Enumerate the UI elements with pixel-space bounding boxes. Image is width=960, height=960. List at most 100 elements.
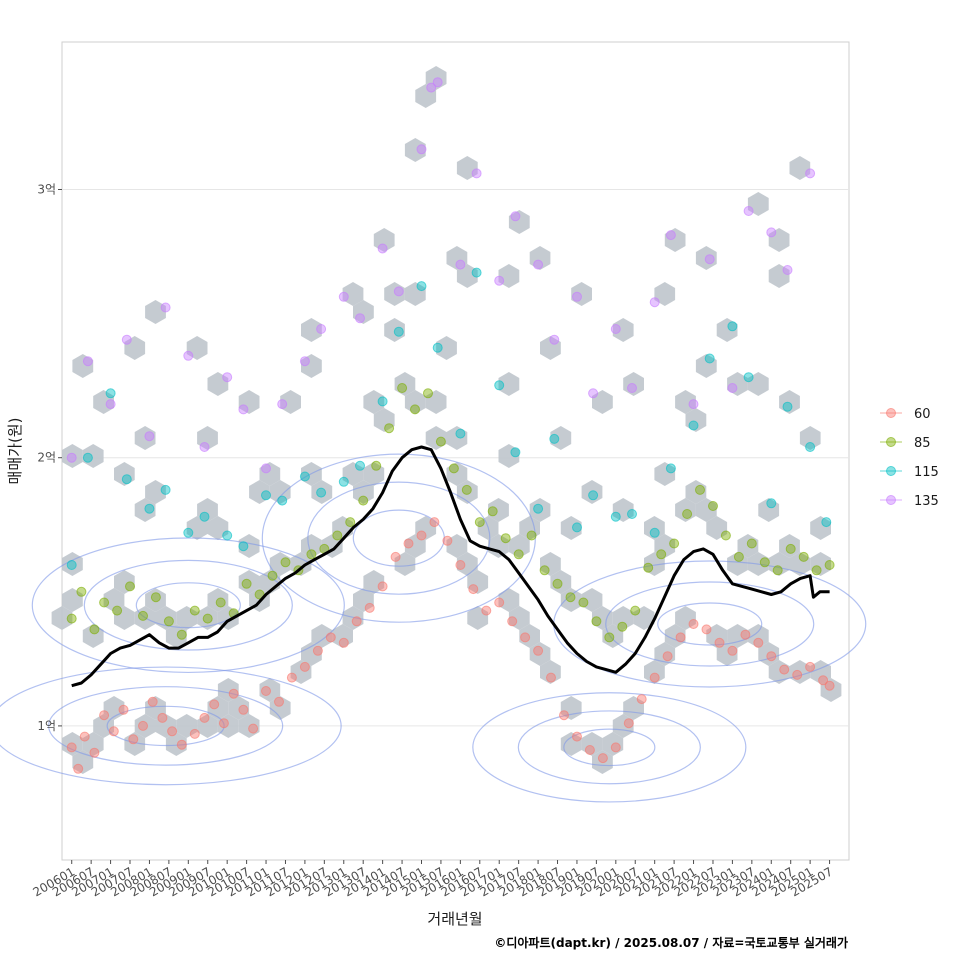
hexbin-cell <box>124 336 146 360</box>
point-60 <box>442 535 453 546</box>
point-60 <box>138 720 148 731</box>
point-60 <box>675 632 686 643</box>
point-60 <box>89 747 100 758</box>
hexbin-cell <box>145 300 166 324</box>
point-60 <box>79 731 90 742</box>
point-85 <box>125 581 135 592</box>
contour-line <box>517 710 701 785</box>
hexbin-cell <box>404 138 426 162</box>
hexbin-cell <box>581 732 603 756</box>
point-135 <box>238 404 249 415</box>
point-85 <box>435 436 446 447</box>
point-60 <box>818 675 829 686</box>
point-60 <box>623 718 634 729</box>
hexbin-cell <box>695 354 717 378</box>
point-135 <box>299 356 310 367</box>
point-135 <box>649 297 660 308</box>
point-60 <box>377 581 388 592</box>
point-115 <box>766 498 777 509</box>
point-60 <box>546 672 556 683</box>
hexbin-cell <box>664 228 686 252</box>
hexbin-cell <box>727 372 748 396</box>
point-85 <box>66 613 77 624</box>
point-85 <box>306 549 317 560</box>
hexbin-cell <box>508 534 530 558</box>
point-60 <box>520 632 531 643</box>
hexbin-cell <box>145 588 166 612</box>
point-135 <box>432 77 443 88</box>
point-135 <box>510 211 521 222</box>
hexbin-cell <box>685 408 707 432</box>
point-135 <box>727 383 738 393</box>
point-85 <box>448 463 459 474</box>
hexbin-cell <box>789 660 811 684</box>
point-135 <box>494 275 505 286</box>
hexbin-cell <box>301 642 322 666</box>
point-135 <box>393 286 404 297</box>
hexbin-cell <box>789 552 811 576</box>
point-115 <box>494 380 505 391</box>
point-85 <box>604 632 615 643</box>
hexbin-cell <box>176 606 198 630</box>
hexbin-cell <box>363 570 385 594</box>
legend-label: 135 <box>914 494 939 509</box>
point-115 <box>432 342 443 353</box>
point-135 <box>66 452 77 463</box>
point-115 <box>183 527 194 538</box>
contour-line <box>605 581 815 667</box>
hexbin-cell <box>197 606 218 630</box>
point-115 <box>588 490 599 501</box>
point-135 <box>665 230 676 241</box>
point-85 <box>474 517 485 528</box>
point-85 <box>539 565 550 576</box>
point-60 <box>753 637 764 648</box>
point-85 <box>89 624 100 635</box>
contour-line <box>563 728 656 767</box>
point-60 <box>429 517 440 528</box>
hexbin-cell <box>446 246 468 270</box>
hexbin-cell <box>404 390 426 414</box>
point-135 <box>222 372 233 383</box>
point-85 <box>643 562 654 573</box>
point-85 <box>824 560 835 570</box>
point-60 <box>218 718 229 729</box>
y-tick-label: 3억 <box>37 183 56 197</box>
hexbin-cell <box>508 606 530 630</box>
point-115 <box>299 471 310 482</box>
point-85 <box>733 551 744 562</box>
point-60 <box>338 637 349 648</box>
hexbin-cell <box>768 552 790 576</box>
y-axis-title: 매매가(원) <box>6 418 24 485</box>
point-115 <box>222 530 233 541</box>
hexbin-cell <box>186 516 208 540</box>
point-60 <box>147 696 158 707</box>
hexbin-cell <box>176 714 198 738</box>
hexbin-cell <box>363 390 385 414</box>
point-115 <box>549 433 560 444</box>
hexbin-cell <box>155 714 177 738</box>
point-85 <box>189 605 200 616</box>
point-115 <box>105 388 116 399</box>
hexbin-cell <box>249 480 270 504</box>
hexbin-cell <box>280 390 301 414</box>
point-85 <box>682 509 693 519</box>
point-60 <box>584 745 595 755</box>
hexbin-cell <box>217 678 239 702</box>
point-60 <box>167 726 178 737</box>
point-85 <box>785 543 796 554</box>
hexbin-cell <box>290 552 312 576</box>
point-135 <box>426 82 437 93</box>
hexbin-cell <box>789 156 811 180</box>
y-tick-label: 1억 <box>37 719 56 733</box>
point-85 <box>410 404 420 415</box>
point-115 <box>144 503 155 514</box>
hexbin-cell <box>612 606 634 630</box>
point-115 <box>572 522 582 533</box>
point-60 <box>649 672 660 683</box>
point-85 <box>617 621 628 632</box>
hexbin-cell <box>197 498 218 522</box>
point-85 <box>215 597 226 608</box>
y-axis-ticks: 1억 2억 3억 <box>37 183 62 733</box>
hexbin-cell <box>446 462 468 486</box>
hexbin-cell <box>311 624 333 648</box>
